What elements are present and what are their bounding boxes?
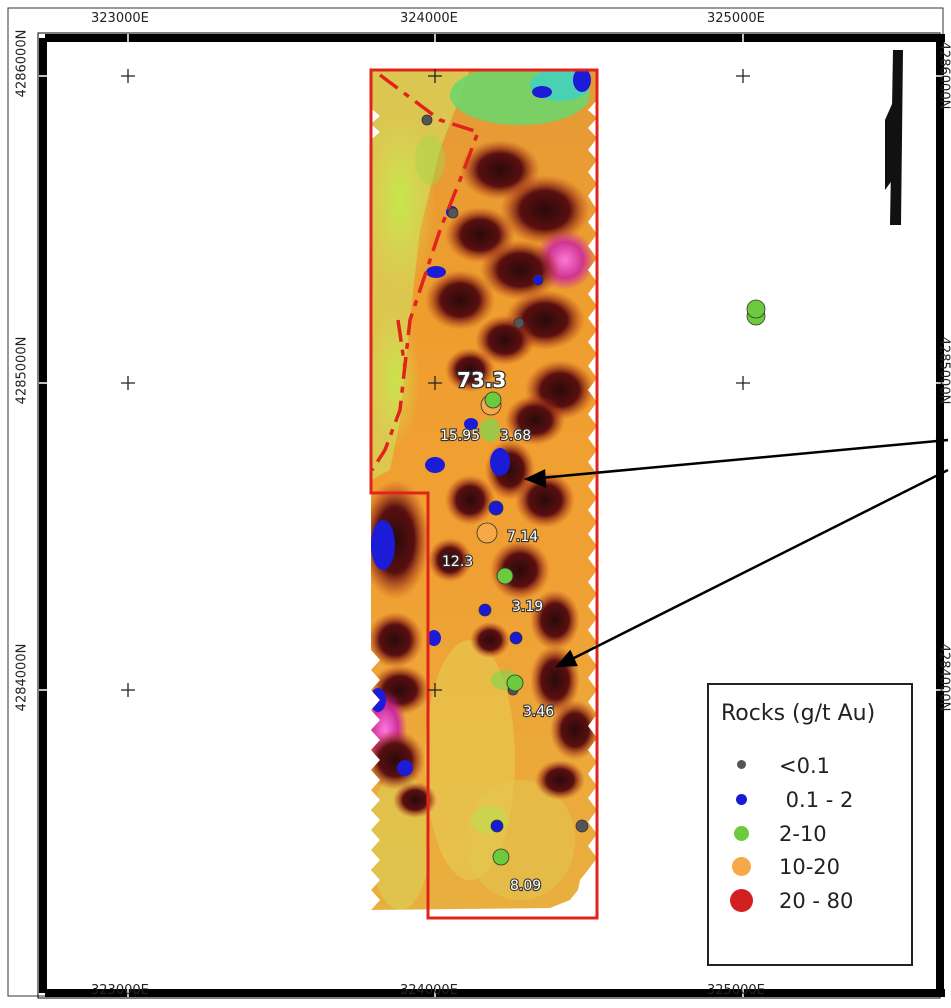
sample-label-73: 73.3 xyxy=(457,368,506,392)
grid-label-bottom-325000e: 325000E xyxy=(707,983,765,998)
sample-label-714: 7.14 xyxy=(507,529,538,545)
legend-item-10-20: 10-20 xyxy=(709,852,909,884)
legend-symbol-orange-dot-icon xyxy=(732,857,751,876)
legend-item-20-80: 20 - 80 xyxy=(709,886,909,918)
grid-crosses xyxy=(121,69,750,697)
sample-label-368: 3.68 xyxy=(500,428,531,444)
sample-point xyxy=(447,207,459,219)
sample-point xyxy=(506,674,524,692)
legend-label: <0.1 xyxy=(779,754,830,778)
sample-point xyxy=(490,819,504,833)
grid-label-right-4285000n: 4285000N xyxy=(936,336,951,405)
sample-point xyxy=(496,567,514,585)
legend-label: 10-20 xyxy=(779,855,841,879)
sample-point xyxy=(746,299,766,319)
legend-item-2-10: 2-10 xyxy=(709,819,909,851)
grid-label-left-4284000n: 4284000N xyxy=(14,643,30,712)
legend-symbol-red-dot-icon xyxy=(730,889,753,912)
legend-item-lt-0-1: <0.1 xyxy=(709,751,909,783)
legend: Rocks (g/t Au) <0.1 0.1 - 2 2-10 10-20 2… xyxy=(707,683,913,966)
sample-label-319: 3.19 xyxy=(512,599,543,615)
sample-point xyxy=(488,500,504,516)
sample-point xyxy=(492,848,510,866)
legend-symbol-grey-dot-icon xyxy=(737,760,746,769)
grid-label-left-4285000n: 4285000N xyxy=(14,336,30,405)
legend-label: 0.1 - 2 xyxy=(779,788,854,812)
sample-point xyxy=(478,603,492,617)
sample-label-1595: 15.95 xyxy=(440,428,480,444)
sample-label-809: 8.09 xyxy=(510,878,541,894)
sample-label-123: 12.3 xyxy=(442,554,473,570)
sample-point xyxy=(484,391,502,409)
geophysics-raster xyxy=(371,70,597,910)
sample-point xyxy=(421,114,433,126)
grid-label-top-324000e: 324000E xyxy=(400,11,458,26)
sample-point xyxy=(575,819,589,833)
grid-label-bottom-323000e: 323000E xyxy=(91,983,149,998)
frame-ticks xyxy=(39,34,945,997)
grid-label-left-4286000n: 4286000N xyxy=(14,29,30,98)
legend-symbol-green-dot-icon xyxy=(734,826,749,841)
north-arrow-icon xyxy=(885,50,903,225)
sample-label-346: 3.46 xyxy=(523,704,554,720)
legend-label: 20 - 80 xyxy=(779,889,854,913)
sample-point xyxy=(513,317,525,329)
rock-samples xyxy=(421,114,766,866)
legend-symbol-blue-dot-icon xyxy=(736,794,747,805)
pointer-arrows xyxy=(523,438,949,668)
claim-boundary xyxy=(369,68,599,920)
grid-label-top-323000e: 323000E xyxy=(91,11,149,26)
sample-point xyxy=(509,631,523,645)
grid-label-right-4284000n: 4284000N xyxy=(936,643,951,712)
grid-label-bottom-324000e: 324000E xyxy=(400,983,458,998)
legend-title: Rocks (g/t Au) xyxy=(721,701,876,726)
grid-label-top-325000e: 325000E xyxy=(707,11,765,26)
legend-item-0-1-2: 0.1 - 2 xyxy=(709,785,909,817)
sample-point xyxy=(476,522,498,544)
fault-line xyxy=(370,73,481,471)
grid-label-right-4286000n: 4286000N xyxy=(936,41,951,110)
sample-point xyxy=(532,274,544,286)
sample-labels: 73.3 15.95 3.68 7.14 12.3 3.19 3.46 8.09 xyxy=(439,367,555,895)
legend-label: 2-10 xyxy=(779,822,827,846)
